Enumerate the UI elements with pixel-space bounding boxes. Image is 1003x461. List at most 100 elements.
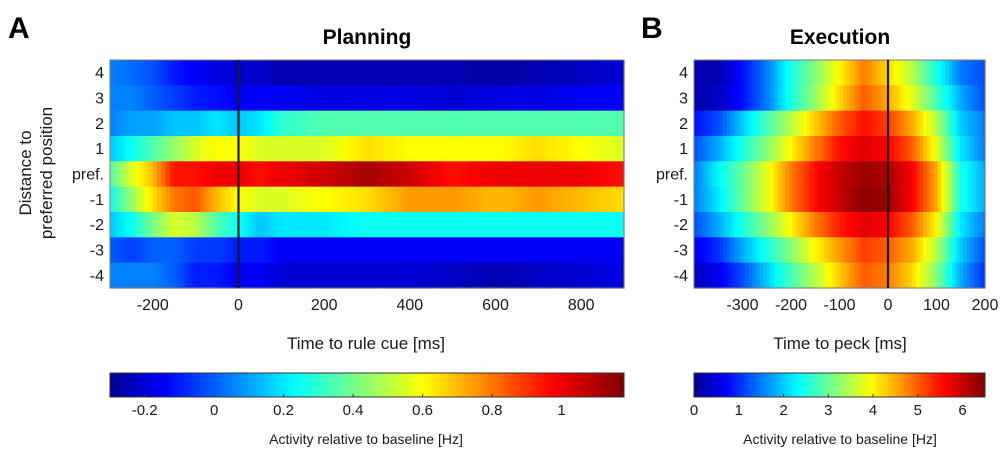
heatmap-cell (204, 212, 210, 238)
heatmap-cell (864, 262, 870, 289)
heatmap-cell (264, 110, 270, 137)
heatmap-cell (234, 161, 240, 188)
heatmap-cell (615, 136, 621, 162)
heatmap-cell (426, 110, 432, 137)
heatmap-cell (199, 136, 205, 162)
heatmap-cell (332, 262, 338, 289)
heatmap-cell (371, 237, 377, 264)
heatmap-cell (755, 237, 761, 264)
heatmap-cell (491, 212, 497, 238)
heatmap-cell (409, 161, 415, 188)
x-tick-label: -200 (137, 297, 169, 314)
heatmap-cell (559, 110, 565, 137)
heatmap-cell (139, 60, 145, 86)
heatmap-row (694, 136, 986, 162)
heatmap-cell (319, 212, 325, 238)
heatmap-cell (730, 262, 735, 289)
heatmap-cell (941, 237, 946, 264)
heatmap-cell (516, 237, 522, 264)
heatmap-cell (868, 136, 873, 162)
x-tick-label: 0 (884, 297, 893, 314)
heatmap-cell (744, 110, 750, 137)
heatmap-cell (875, 136, 881, 162)
heatmap-cell (723, 136, 728, 162)
heatmap-cell (152, 85, 158, 112)
heatmap-cell (538, 161, 544, 188)
heatmap-cell (332, 186, 338, 213)
heatmap-cell (217, 161, 222, 188)
heatmap-cell (221, 85, 227, 112)
heatmap-cell (229, 212, 235, 238)
heatmap-cell (435, 136, 441, 162)
heatmap-cell (144, 237, 150, 264)
heatmap-cell (341, 161, 347, 188)
heatmap-cell (401, 186, 407, 213)
heatmap-cell (371, 110, 377, 137)
heatmap-cell (259, 262, 265, 289)
heatmap-cell (977, 85, 982, 112)
heatmap-cell (384, 186, 390, 213)
heatmap-cell (486, 136, 492, 162)
panel-letter-b: B (641, 12, 663, 45)
heatmap-cell (225, 110, 231, 137)
heatmap-cell (332, 237, 338, 264)
heatmap-cell (784, 212, 790, 238)
heatmap-cell (930, 110, 935, 137)
heatmap-cell (934, 110, 939, 137)
heatmap-cell (894, 186, 899, 213)
heatmap-cell (285, 186, 291, 213)
heatmap-cell (516, 110, 522, 137)
heatmap-cell (759, 136, 764, 162)
heatmap-cell (777, 85, 782, 112)
heatmap-cell (784, 186, 790, 213)
heatmap-cell (504, 237, 509, 264)
heatmap-cell (238, 110, 244, 137)
heatmap-cell (221, 60, 227, 86)
heatmap-cell (127, 237, 133, 264)
heatmap-cell (744, 136, 750, 162)
heatmap-cell (715, 110, 721, 137)
heatmap-cell (883, 186, 888, 213)
heatmap-cell (456, 161, 462, 188)
heatmap-cell (799, 262, 804, 289)
heatmap-cell (474, 110, 479, 137)
heatmap-cell (491, 60, 497, 86)
heatmap-cell (195, 161, 201, 188)
y-tick-label: -4 (90, 268, 104, 285)
heatmap-cell (766, 237, 771, 264)
heatmap-cell (221, 161, 227, 188)
heatmap-cell (384, 60, 390, 86)
heatmap-cell (926, 136, 932, 162)
heatmap-cell (748, 212, 753, 238)
heatmap-cell (824, 85, 830, 112)
heatmap-cell (182, 262, 188, 289)
heatmap-cell (832, 161, 837, 188)
heatmap-cell (178, 186, 184, 213)
heatmap-cell (212, 110, 218, 137)
heatmap-cell (719, 186, 724, 213)
heatmap-cell (977, 110, 982, 137)
heatmap-cell (963, 85, 968, 112)
heatmap-cell (697, 85, 702, 112)
heatmap-cell (375, 110, 381, 137)
heatmap-cell (941, 85, 946, 112)
heatmap-cell (469, 110, 475, 137)
heatmap-cell (781, 161, 786, 188)
heatmap-cell (974, 186, 979, 213)
heatmap-cell (452, 60, 458, 86)
heatmap-cell (715, 212, 721, 238)
heatmap-cell (221, 262, 227, 289)
heatmap-cell (264, 186, 270, 213)
heatmap-cell (251, 60, 257, 86)
heatmap-cell (337, 110, 342, 137)
heatmap-cell (589, 212, 595, 238)
panel-b-title: Execution (790, 26, 890, 49)
heatmap-cell (169, 110, 175, 137)
heatmap-cell (723, 262, 728, 289)
heatmap-cell (784, 110, 790, 137)
heatmap-cell (131, 85, 137, 112)
heatmap-cell (148, 85, 154, 112)
heatmap-cell (963, 237, 968, 264)
heatmap-cell (734, 212, 739, 238)
heatmap-cell (135, 161, 141, 188)
